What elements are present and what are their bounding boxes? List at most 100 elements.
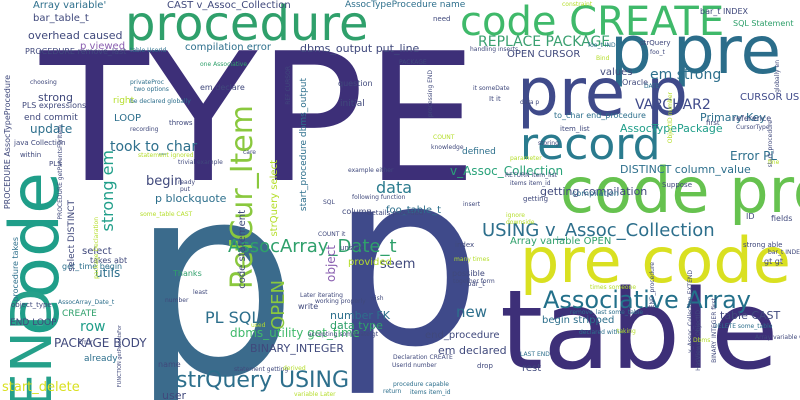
cloud-word: need: [433, 15, 451, 23]
cloud-word: select: [82, 246, 112, 257]
cloud-word: column: [342, 207, 372, 216]
cloud-word: bar_t INDEX: [768, 249, 800, 256]
cloud-word: index: [455, 241, 475, 249]
cloud-word: OPEN CURSOR: [507, 49, 581, 60]
cloud-word: AssocArray_Date_t: [58, 299, 115, 306]
cloud-word: dbms_utility get_time: [230, 326, 360, 340]
cloud-word: took to_char: [110, 139, 198, 155]
cloud-word: Later iterating: [300, 292, 343, 299]
cloud-word: storing: [538, 140, 559, 147]
cloud-word: within: [20, 151, 42, 159]
cloud-word: update: [30, 122, 73, 136]
cloud-word: CREATE: [62, 309, 97, 319]
cloud-word: Suppose: [662, 181, 693, 189]
cloud-word: PLS: [49, 160, 62, 168]
cloud-word: END_procedure: [649, 262, 656, 309]
cloud-word: seem: [380, 257, 416, 272]
cloud-word: user: [162, 389, 186, 400]
cloud-word: details provided: [367, 209, 424, 217]
cloud-word: dbms_output put_line: [300, 42, 420, 55]
cloud-word: begin: [146, 174, 183, 189]
cloud-word: right: [113, 96, 135, 106]
cloud-word: em declare: [200, 83, 245, 92]
cloud-word: example either: [348, 167, 394, 174]
cloud-word: start_delete: [2, 380, 80, 395]
cloud-word: LAST END: [520, 351, 550, 358]
cloud-word: PACKAGE: [399, 59, 427, 66]
cloud-word: compilation error: [185, 42, 271, 53]
cloud-word: defined: [462, 147, 496, 157]
cloud-word: values: [600, 67, 633, 78]
cloud-word: compilation: [572, 189, 619, 198]
cloud-word: COUNT: [433, 134, 455, 141]
cloud-word: ID: [746, 212, 755, 221]
cloud-word: constraint: [562, 1, 593, 8]
cloud-word: pre p: [517, 54, 689, 131]
cloud-word: DISTINCT column_value: [620, 163, 751, 176]
cloud-word: processing END: [427, 70, 434, 118]
cloud-word: UserId number: [392, 362, 437, 369]
cloud-word: strong: [38, 91, 74, 104]
cloud-word: begin stripped: [542, 315, 615, 326]
cloud-word: OPEN: [268, 280, 289, 330]
cloud-word: recording: [130, 126, 159, 133]
cloud-word: ObjectID number: [667, 92, 674, 144]
cloud-word: derived: [283, 365, 306, 372]
cloud-word: fields: [771, 214, 793, 223]
cloud-word: REPLACE PACKAGE: [478, 34, 611, 50]
cloud-word: wish: [370, 295, 384, 302]
cloud-word: END LOOP: [10, 318, 57, 328]
cloud-word: CursorType: [736, 124, 770, 131]
cloud-word: TYPE: [40, 15, 478, 222]
cloud-word: knowledge: [431, 144, 464, 151]
cloud-word: table: [500, 266, 779, 394]
cloud-word: strong em: [98, 150, 117, 232]
cloud-word: declared within: [579, 329, 626, 336]
cloud-word: return: [383, 388, 402, 395]
cloud-word: together form: [453, 278, 495, 285]
cloud-word: strQuery USING: [176, 368, 350, 393]
cloud-word: data type: [330, 319, 383, 332]
cloud-word: bar_table_t: [33, 13, 89, 24]
cloud-word: possible: [452, 269, 485, 278]
cloud-word: code statement: [237, 210, 248, 289]
cloud-word: package Declaration: [93, 217, 100, 279]
cloud-word: p: [330, 120, 483, 400]
cloud-word: Bind: [596, 55, 610, 62]
cloud-word: procedure takes: [11, 237, 20, 302]
cloud-word: working properly: [315, 298, 366, 305]
cloud-word: times someone: [590, 284, 637, 291]
cloud-word: write: [298, 302, 319, 311]
cloud-word: Error: [78, 339, 93, 346]
cloud-word: two options: [134, 86, 169, 93]
cloud-word: remove_last some_table: [570, 309, 644, 316]
cloud-word: used: [251, 322, 266, 329]
cloud-word: Array variable OPEN: [510, 236, 612, 247]
cloud-word: LOOP: [114, 113, 141, 124]
cloud-word: Array variable CAST: [755, 334, 800, 341]
cloud-word: foo_t INDEX: [588, 42, 624, 49]
cloud-word: following function: [352, 194, 406, 201]
cloud-word: BINARY_INTEGER: [250, 342, 344, 355]
cloud-word: VARCHAR2: [635, 97, 711, 113]
cloud-word: procedure: [125, 0, 369, 52]
cloud-word: code pre: [560, 154, 800, 227]
cloud-word: statement ignored: [138, 152, 194, 159]
cloud-word: drop: [477, 362, 493, 370]
cloud-word: code CREATE: [460, 0, 725, 45]
cloud-word: already: [84, 354, 118, 364]
cloud-word: provided: [348, 257, 392, 268]
cloud-word: get_time begin: [62, 262, 123, 271]
cloud-word: one Associative: [200, 61, 248, 68]
cloud-word: PROCEDURE getParentsForItem: [57, 125, 64, 220]
cloud-word: FUNCTION getParentsFor: [117, 325, 123, 388]
cloud-word: Associative Array: [543, 286, 751, 314]
cloud-word: getting: [523, 195, 549, 203]
cloud-word: first: [706, 119, 720, 127]
cloud-word: it someDate: [473, 85, 510, 92]
cloud-word: trivial example: [178, 159, 223, 166]
cloud-word: overhead caused: [28, 29, 123, 42]
cloud-word: PLS expressions: [22, 101, 87, 110]
cloud-word: table UserId: [130, 47, 167, 54]
